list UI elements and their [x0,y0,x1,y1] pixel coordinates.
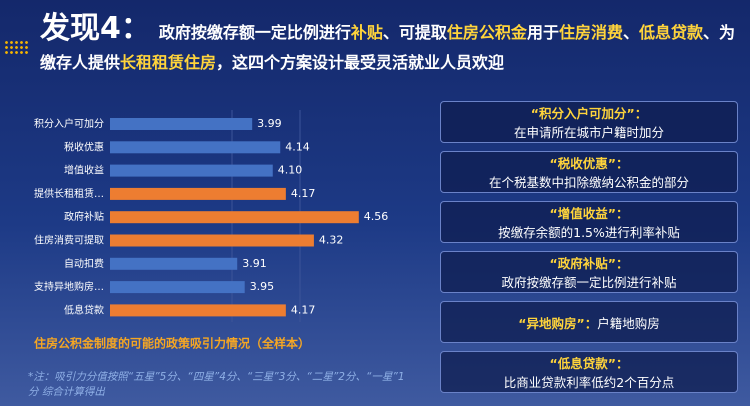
header-text: 、为缴存人提供 [40,23,736,72]
card-title: “低息贷款”： [549,356,629,371]
chart: 积分入户可加分 3.99 税收优惠 4.14 增值收益 4.10 提供长租租赁… 4.17 政府… [34,110,389,351]
header-text: 住房消费 [558,23,623,42]
card-body: 政府按缴存额一定比例进行补贴 [501,275,677,290]
card-body: 户籍地购房 [597,315,660,331]
header: 发现4： 政府按缴存额一定比例进行补贴、可提取住房公积金用于住房消费、低息贷款、为… [40,14,745,78]
y-tick-label: 支持异地购房… [34,280,104,293]
header-text: 政府按缴存额一定比例进行 [158,23,351,42]
y-tick-label: 政府补贴 [64,210,104,223]
data-label: 4.17 [291,187,316,200]
card: “增值收益”： 按缴存余额的1.5%进行利率补贴 [440,201,738,243]
y-tick-label: 自动扣费 [64,257,104,270]
card-body: 在个税基数中扣除缴纳公积金的部分 [488,175,689,190]
card-body: 按缴存余额的1.5%进行利率补贴 [498,225,680,240]
header-text: 补贴 [350,23,383,42]
card: “税收优惠”： 在个税基数中扣除缴纳公积金的部分 [440,151,738,193]
bar [110,211,359,224]
y-tick-label: 低息贷款 [64,303,104,316]
card-title: “异地购房”： [518,315,598,331]
bar [110,234,314,247]
header-text: 住房公积金 [446,23,527,42]
card: “政府补贴”： 政府按缴存额一定比例进行补贴 [440,251,738,293]
bar [110,304,286,317]
card-body: 在申请所在城市户籍时加分 [513,125,664,140]
y-tick-label: 税收优惠 [64,140,104,153]
bar [110,187,286,200]
data-label: 3.95 [250,280,275,293]
card-title: “积分入户可加分”： [530,106,648,121]
header-text: ，这四个方案设计最受灵活就业人员欢迎 [216,53,505,72]
footnote: *注：吸引力分值按照“五星”5分、“四星”4分、“三星”3分、“二星”2分、“一… [28,371,405,398]
header-text: 用于 [526,23,559,42]
y-tick-label: 增值收益 [64,164,104,177]
bar [110,118,253,130]
header-text: 、可提取 [382,23,447,42]
y-tick-label: 住房消费可提取 [34,234,104,247]
bar [110,164,273,177]
data-label: 4.17 [291,303,316,316]
data-label: 3.99 [257,117,282,130]
card: “低息贷款”： 比商业贷款利率低约2个百分点 [440,351,738,393]
header-title: 发现4： [40,11,151,46]
decoration [4,40,30,54]
header-text: 低息贷款 [638,23,703,42]
card: “积分入户可加分”： 在申请所在城市户籍时加分 [440,101,738,143]
data-label: 4.56 [364,210,389,223]
data-label: 4.10 [278,164,303,177]
header-text: 长租租赁住房 [120,53,217,72]
card-title: “税收优惠”： [549,156,629,171]
bar [110,257,238,270]
y-tick-label: 提供长租租赁… [34,187,104,200]
card-body: 比商业贷款利率低约2个百分点 [503,375,675,390]
data-label: 3.91 [242,257,266,270]
cards: “积分入户可加分”： 在申请所在城市户籍时加分 “税收优惠”： 在个税基数中扣除缴纳公… [440,101,738,401]
card: “异地购房”： 户籍地购房 [440,301,738,343]
chart-title: 住房公积金制度的可能的政策吸引力情况（全样本） [34,336,310,351]
y-tick-label: 积分入户可加分 [34,117,104,130]
bar [110,141,281,154]
header-text: 、 [622,23,639,42]
bar [110,281,245,294]
data-label: 4.32 [319,234,344,247]
card-title: “增值收益”： [549,206,629,221]
card-title: “政府补贴”： [549,256,629,271]
data-label: 4.14 [285,140,310,153]
